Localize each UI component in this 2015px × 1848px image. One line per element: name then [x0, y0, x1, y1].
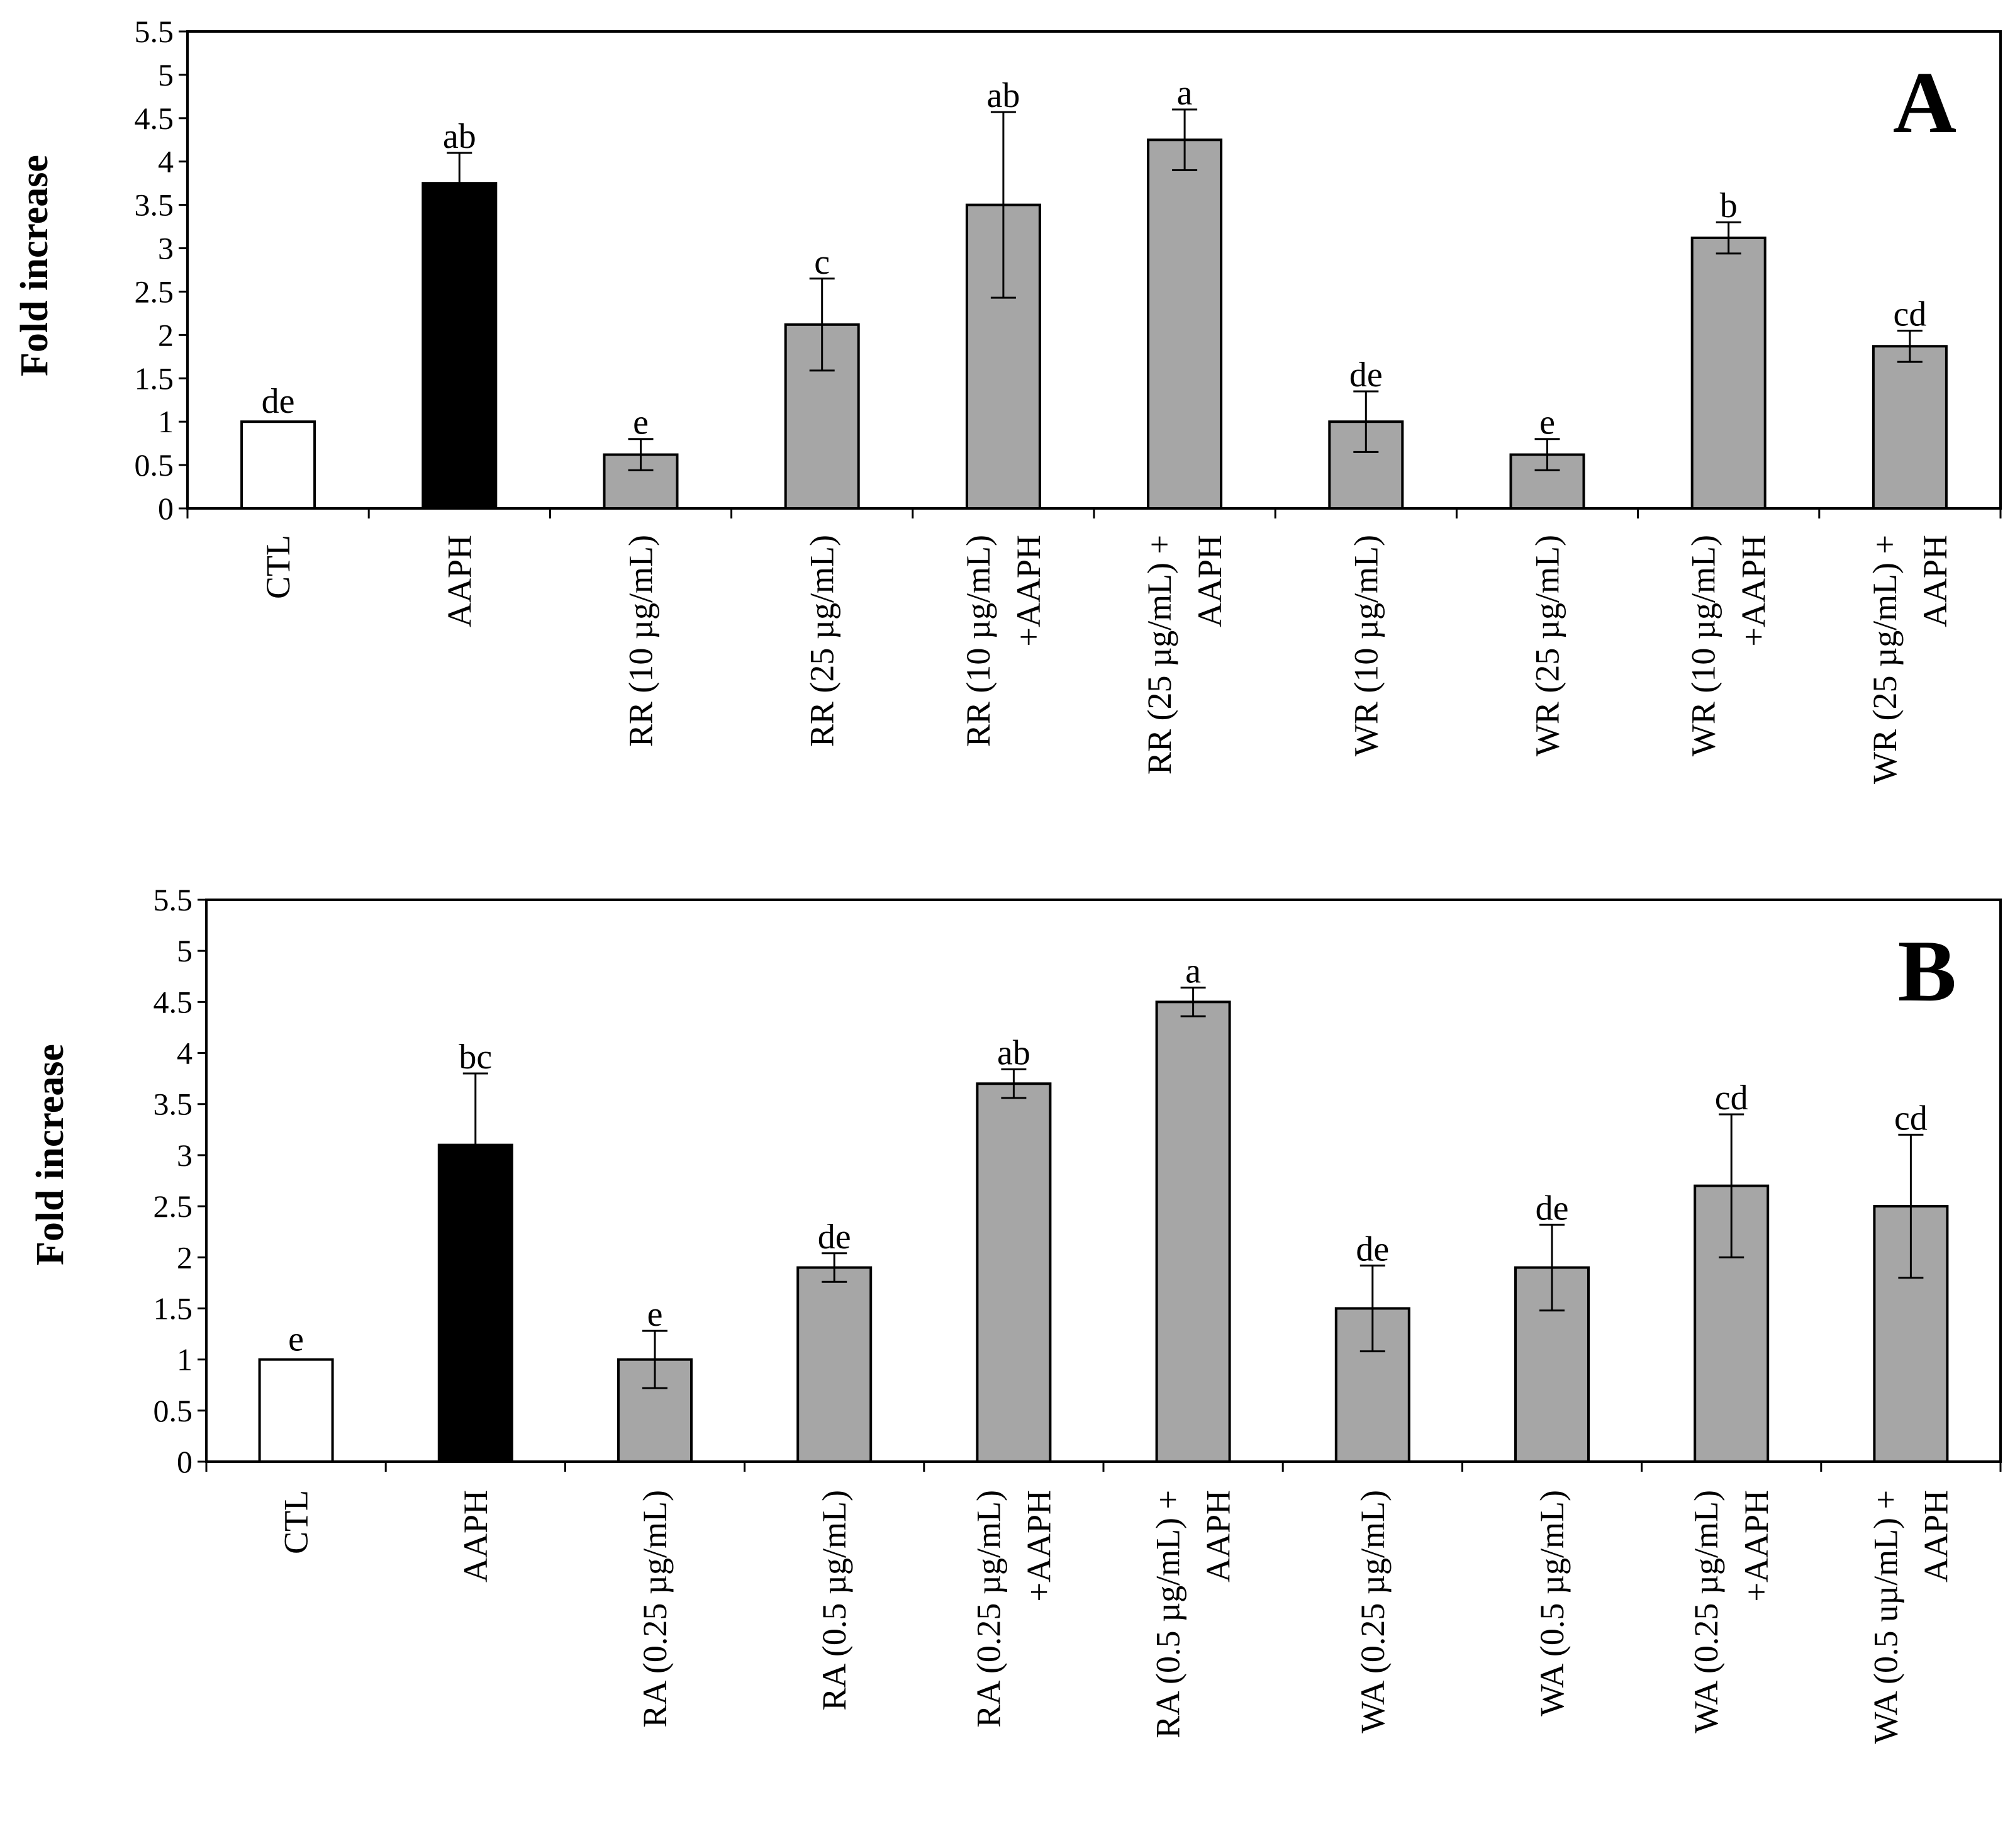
panel-b-category-label: RA (0.5 µg/mL) + — [1149, 1490, 1187, 1739]
panel-b-significance-label: cd — [1715, 1078, 1748, 1117]
panel-b-ytick-label: 4 — [177, 1036, 193, 1071]
panel-a-ytick-label: 3 — [158, 231, 174, 266]
panel-b-significance-label: a — [1185, 952, 1201, 991]
panel-b-significance-label: e — [288, 1320, 304, 1359]
panel-b-category-label: RA (0.5 µg/mL) — [815, 1490, 853, 1711]
panel-b-ytick-label: 3.5 — [153, 1087, 193, 1122]
panel-a-category-label: RR (25 µg/mL) + — [1141, 535, 1178, 775]
panel-a-significance-label: de — [1349, 356, 1383, 395]
panel-b-significance-label: ab — [997, 1034, 1030, 1073]
panel-b-ytick-label: 2.5 — [153, 1189, 193, 1224]
panel-a-significance-label: ab — [443, 117, 476, 156]
panel-b-category-label: CTL — [277, 1490, 315, 1554]
panel-a-category-label: AAPH — [440, 535, 478, 627]
panel-a-significance-label: e — [1539, 403, 1555, 442]
panel-b-ytick-label: 3 — [177, 1138, 193, 1173]
panel-b-significance-label: de — [1536, 1189, 1569, 1228]
panel-b-ytick-label: 0 — [177, 1444, 193, 1479]
panel-b-ytick-label: 1 — [177, 1342, 193, 1377]
panel-b-category-label: +AAPH — [1020, 1490, 1058, 1601]
panel-b-category-label: AAPH — [1200, 1490, 1237, 1582]
panel-b-ytick-label: 5.5 — [153, 882, 193, 917]
panel-a-significance-label: de — [262, 382, 295, 421]
panel-a-bar — [1147, 138, 1223, 510]
panel-a-category-label: AAPH — [1191, 535, 1229, 627]
panel-a-significance-label: e — [633, 403, 649, 442]
panel-a-significance-label: a — [1177, 74, 1193, 113]
panel-a-significance-label: ab — [986, 76, 1020, 115]
panel-b-significance-label: cd — [1894, 1099, 1928, 1138]
panel-a-ytick-label: 2 — [158, 317, 174, 352]
panel-a-ytick-label: 1 — [158, 404, 174, 439]
panel-a-significance-label: b — [1720, 186, 1738, 225]
panel-b-bar — [976, 1082, 1052, 1463]
panel-a-y-axis-label: Fold increase — [13, 155, 56, 376]
panel-a-category-label: WR (10 µg/mL) — [1685, 535, 1722, 756]
panel-b-significance-label: de — [818, 1218, 851, 1257]
panel-b-bar — [258, 1358, 334, 1464]
panel-b-ytick-label: 5 — [177, 933, 193, 968]
panel-a-category-label: WR (25 µg/mL) + — [1866, 535, 1904, 784]
panel-a-category-label: RR (10 µg/mL) — [959, 535, 997, 747]
panel-b-category-label: AAPH — [1917, 1490, 1955, 1582]
panel-b-letter: B — [1898, 922, 1956, 1020]
panel-a-category-label: +AAPH — [1010, 535, 1047, 646]
panel-a-category-label: RR (10 µg/mL) — [622, 535, 660, 747]
panel-b-ytick-label: 4.5 — [153, 984, 193, 1019]
panel-a-letter: A — [1893, 54, 1956, 152]
panel-b-ytick-label: 1.5 — [153, 1291, 193, 1326]
panel-a-category-label: +AAPH — [1735, 535, 1773, 646]
panel-b-chart: Fold increase B 0 0.5 1 1.5 2 2.5 3 3.5 4 4.5 5 5.5… — [29, 882, 2002, 1744]
panel-b-significance-label: e — [647, 1295, 663, 1334]
panel-a-bar — [784, 323, 860, 510]
panel-a-ytick-label: 3.5 — [135, 188, 174, 223]
panel-a-category-label: CTL — [259, 535, 297, 599]
panel-a-bar — [421, 182, 498, 510]
panel-b-category-label: RA (0.25 µg/mL) — [969, 1490, 1007, 1728]
panel-a-category-label: RR (25 µg/mL) — [803, 535, 841, 747]
panel-a-bar — [240, 420, 316, 510]
panel-a-category-label: AAPH — [1916, 535, 1954, 627]
panel-b-category-label: AAPH — [457, 1490, 494, 1582]
panel-b-category-label: RA (0.25 µg/mL) — [636, 1490, 674, 1728]
panel-a-ytick-label: 4.5 — [135, 101, 174, 136]
panel-b-category-label: +AAPH — [1738, 1490, 1775, 1601]
panel-a-chart: Fold increase A 0 0.5 1 1.5 2 2.5 3 3.5 4 4.5 5 5.5… — [13, 14, 2002, 784]
panel-b-significance-label: de — [1356, 1229, 1389, 1268]
panel-a-bar — [1690, 237, 1767, 510]
panel-a-ytick-label: 0 — [158, 491, 174, 526]
panel-a-category-label: WR (25 µg/mL) — [1529, 535, 1566, 756]
panel-a-ytick-label: 5.5 — [135, 14, 174, 49]
panel-b-bar — [1155, 1000, 1231, 1463]
panel-a-significance-label: c — [814, 243, 830, 282]
panel-b-category-label: WA (0.25 µg/mL) — [1687, 1490, 1725, 1733]
panel-b-category-label: WA (0.25 µg/mL) — [1354, 1490, 1392, 1733]
panel-a-ytick-label: 0.5 — [135, 447, 174, 483]
panel-a-bar — [1872, 345, 1948, 510]
panel-b-ytick-label: 2 — [177, 1240, 193, 1275]
panel-a-ytick-label: 4 — [158, 144, 174, 179]
panel-a-significance-label: cd — [1893, 294, 1926, 333]
panel-a-ytick-label: 1.5 — [135, 361, 174, 396]
panel-b-category-label: WA (0.5 µg/mL) — [1533, 1490, 1571, 1716]
panel-b-ytick-label: 0.5 — [153, 1393, 193, 1428]
panel-b-bar — [796, 1266, 873, 1463]
panel-a-ytick-label: 2.5 — [135, 274, 174, 309]
panel-b-significance-label: bc — [459, 1038, 492, 1077]
panel-a-ytick-label: 5 — [158, 57, 174, 92]
panel-a-category-label: WR (10 µg/mL) — [1347, 535, 1385, 756]
panel-b-y-axis-label: Fold increase — [29, 1044, 72, 1265]
panel-b-category-label: WA (0.5 uµ/mL) + — [1867, 1490, 1904, 1744]
